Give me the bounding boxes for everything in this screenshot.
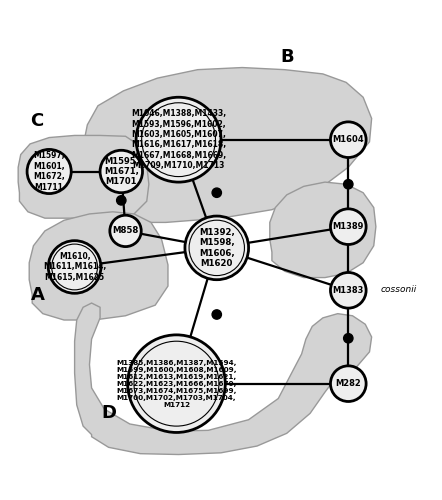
Text: B: B [280,48,293,66]
Text: C: C [30,112,43,130]
Text: M858: M858 [112,226,139,235]
Polygon shape [83,68,372,222]
Text: cossonii: cossonii [380,284,416,294]
Text: M1595,
M1671,
M1701: M1595, M1671, M1701 [104,156,139,186]
Circle shape [331,122,366,158]
Polygon shape [18,136,149,218]
Circle shape [212,188,221,198]
Polygon shape [270,182,376,278]
Circle shape [27,150,71,194]
Circle shape [331,209,366,244]
Circle shape [212,310,221,319]
Text: D: D [101,404,116,422]
Circle shape [331,366,366,402]
Circle shape [185,216,248,280]
Circle shape [128,335,225,432]
Circle shape [100,150,142,192]
Text: M1389: M1389 [333,222,364,231]
Text: M1046,M1388,M1433,
M1593,M1596,M1602,
M1603,M1605,M1607,
M1616,M1617,M1618,
M166: M1046,M1388,M1433, M1593,M1596,M1602, M1… [131,109,226,170]
Circle shape [136,97,221,182]
Text: M1610,
M1611,M1614,
M1615,M1625: M1610, M1611,M1614, M1615,M1625 [43,252,106,282]
Text: A: A [31,286,45,304]
Polygon shape [29,212,168,320]
Circle shape [117,196,126,205]
Text: M1385,M1386,M1387,M1594,
M1599,M1600,M1608,M1609,
M1612,M1613,M1619,M1621,
M1622: M1385,M1386,M1387,M1594, M1599,M1600,M16… [116,360,237,408]
Text: M1597,
M1601,
M1672,
M1711: M1597, M1601, M1672, M1711 [33,152,65,192]
Polygon shape [75,303,372,454]
Circle shape [343,180,353,189]
Text: M282: M282 [335,379,361,388]
Circle shape [343,334,353,343]
Circle shape [48,240,101,294]
Text: M1604: M1604 [332,135,364,144]
Circle shape [331,272,366,308]
Text: M1392,
M1598,
M1606,
M1620: M1392, M1598, M1606, M1620 [199,228,235,268]
Text: M1383: M1383 [333,286,364,295]
Circle shape [110,215,141,246]
